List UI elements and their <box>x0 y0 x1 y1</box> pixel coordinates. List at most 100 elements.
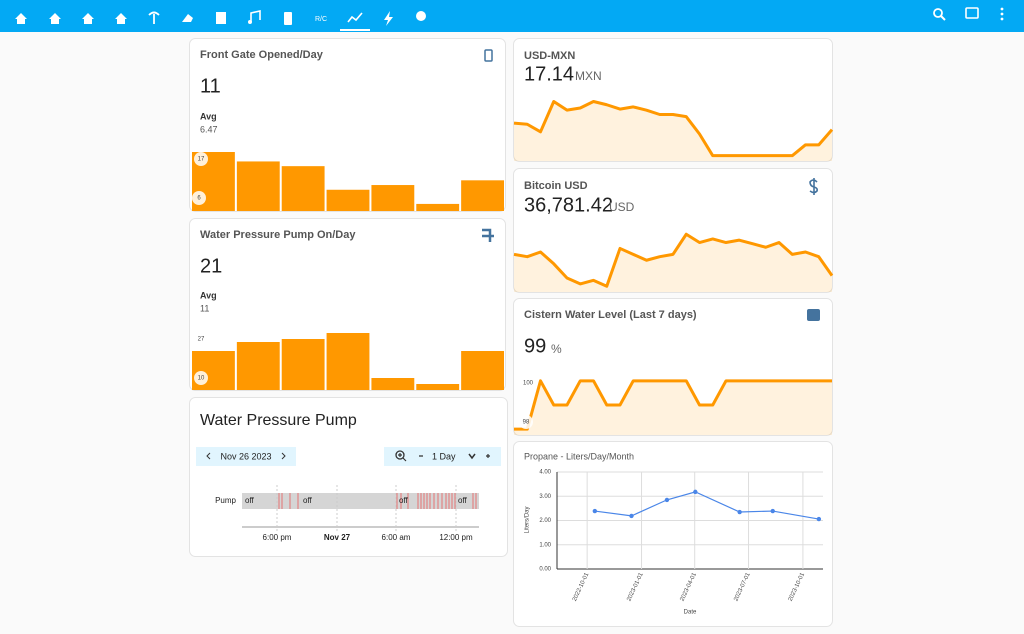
label-bg <box>519 415 533 429</box>
card-title: USD-MXN <box>524 50 575 62</box>
minmax-labels: 17 6 27 10 100 98 <box>192 152 536 429</box>
nav-battery[interactable] <box>284 12 292 25</box>
area-fill <box>514 234 832 292</box>
card-icon <box>484 49 493 62</box>
card-icon <box>482 228 494 242</box>
menu <box>1000 17 1004 21</box>
label-bg <box>194 371 208 385</box>
menu <box>1000 12 1004 16</box>
nav-icons[interactable]: R/C <box>15 7 1004 31</box>
point <box>664 497 670 503</box>
nav-house[interactable] <box>82 13 94 24</box>
bar <box>236 342 280 390</box>
card-state: 11 <box>200 75 221 97</box>
zoom[interactable] <box>395 450 405 460</box>
point <box>770 508 775 514</box>
nav-palm[interactable] <box>148 11 160 25</box>
avg-label: Avg <box>200 111 217 121</box>
point <box>693 489 698 495</box>
card <box>513 298 833 436</box>
card-title: Bitcoin USD <box>524 180 588 192</box>
card-icon <box>809 178 818 195</box>
nav-power[interactable] <box>384 11 393 26</box>
y-axis-label: Liters/Day <box>525 506 531 533</box>
nav-house[interactable] <box>115 13 127 24</box>
next[interactable] <box>281 452 286 460</box>
point <box>737 509 742 515</box>
chart-title: Propane - Liters/Day/Month <box>524 451 634 461</box>
card-title: Water Pressure Pump On/Day <box>200 229 356 241</box>
search <box>940 15 946 21</box>
nav-bulb[interactable] <box>416 11 426 21</box>
nav-server[interactable] <box>216 12 226 24</box>
line <box>514 379 832 431</box>
y-tick-label: 4.00 <box>539 470 551 476</box>
range-controls[interactable] <box>398 453 490 462</box>
nav-music[interactable] <box>250 10 261 22</box>
on-periods <box>278 493 477 509</box>
bar <box>416 203 460 211</box>
x-axis-label: Date <box>684 610 697 616</box>
card-state: 21 <box>200 255 222 277</box>
charts: Propane - Liters/Day/Month 0.00 1.00 2.00 3.… <box>192 100 834 616</box>
bar <box>461 351 504 390</box>
search[interactable] <box>933 8 943 18</box>
date: Nov 26 2023 <box>220 451 271 461</box>
card-state: 36,781.42 <box>524 194 613 216</box>
nav-rc[interactable]: R/C <box>315 16 327 23</box>
bar <box>371 378 415 390</box>
history-title: Water Pressure Pump <box>200 412 357 429</box>
card-icon <box>807 309 820 321</box>
date-picker[interactable] <box>196 447 296 466</box>
card-unit: USD <box>609 200 635 214</box>
top-bar <box>0 0 1024 32</box>
avg-value: 11 <box>200 303 209 313</box>
card-title: Front Gate Opened/Day <box>200 49 324 61</box>
card-state: 17.14 <box>524 63 574 85</box>
avg-value: 6.47 <box>200 124 218 134</box>
point <box>592 508 598 514</box>
label-bg <box>194 152 208 166</box>
dropdown[interactable] <box>468 453 476 460</box>
bar <box>371 185 415 211</box>
avg-label: Avg <box>200 290 217 300</box>
y-tick-label: 3.00 <box>539 494 551 500</box>
timeline <box>242 493 479 509</box>
time-label: 12:00 pm <box>439 533 473 542</box>
time-label: 6:00 pm <box>263 533 292 542</box>
min-label: 6 <box>197 196 201 202</box>
menu[interactable] <box>1000 7 1004 11</box>
nav-house[interactable] <box>49 13 61 24</box>
state: off <box>399 496 409 505</box>
card <box>513 441 833 627</box>
nav-music <box>248 20 252 24</box>
bar <box>281 339 325 390</box>
bar <box>326 189 370 211</box>
line <box>513 232 834 288</box>
point <box>629 513 634 519</box>
min-label: 10 <box>198 376 205 382</box>
bar <box>326 333 370 390</box>
bar <box>281 166 325 211</box>
history-card: Water Pressure Pump Nov 26 2023 1 Day Pu… <box>196 412 501 542</box>
bar <box>461 180 504 211</box>
card-state: 99 <box>524 335 546 357</box>
nav-graph[interactable] <box>347 12 363 23</box>
label-bg <box>194 332 208 346</box>
nav-car[interactable] <box>182 14 193 22</box>
nav-active <box>340 29 370 31</box>
prev[interactable] <box>206 452 211 460</box>
assist[interactable] <box>965 7 979 19</box>
y-tick-label: 1.00 <box>539 542 551 548</box>
range-picker[interactable] <box>384 447 501 466</box>
area-fill <box>514 101 832 161</box>
y-tick-label: 2.00 <box>539 518 551 524</box>
min-label: 98 <box>523 420 530 426</box>
bar <box>416 384 460 390</box>
state: off <box>245 496 255 505</box>
area-fill <box>514 380 832 435</box>
state: off <box>303 496 313 505</box>
nav-home[interactable] <box>15 13 27 24</box>
label-bg <box>520 375 536 391</box>
